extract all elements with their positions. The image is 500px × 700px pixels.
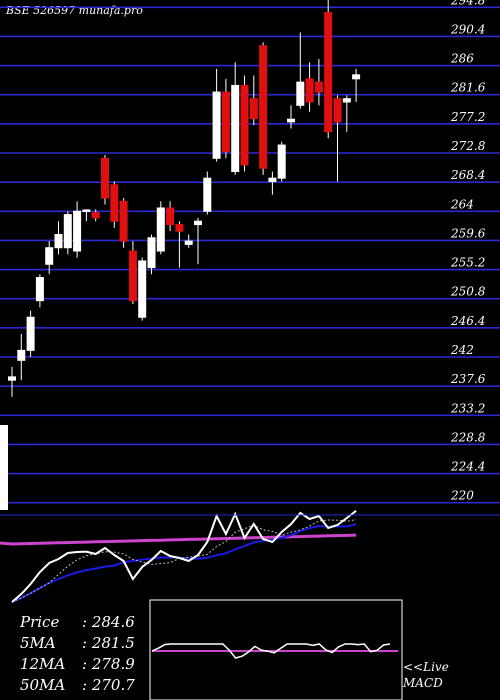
legend-ma50-label: 50MA: [20, 676, 66, 694]
candle-body: [73, 210, 82, 252]
y-tick-label: 242: [450, 343, 474, 357]
candle-body: [221, 91, 230, 153]
candle-body: [101, 157, 109, 199]
macd-live-label[interactable]: <<Live MACD: [403, 659, 449, 691]
legend-price-value: : 284.6: [82, 613, 135, 631]
candle-body: [203, 177, 212, 212]
candle-body: [63, 214, 72, 249]
y-tick-label: 286: [450, 52, 474, 66]
close-line: [11, 510, 357, 603]
macd-panel: [149, 599, 403, 700]
ma-long-line: [0, 533, 357, 546]
y-tick-label: 228.8: [450, 430, 486, 444]
legend-ma5-label: 5MA: [20, 634, 56, 652]
y-tick-label: 246.4: [450, 314, 485, 328]
y-tick-label: 237.6: [450, 372, 486, 386]
candlesticks: [8, 0, 361, 397]
macd-title: MACD: [403, 676, 443, 690]
candle-body: [305, 78, 314, 103]
y-tick-label: 233.2: [450, 401, 485, 415]
candle-body: [45, 247, 54, 265]
y-tick-label: 272.8: [450, 139, 486, 153]
candle-body: [212, 91, 221, 159]
candle-body: [128, 250, 137, 302]
y-tick-label: 224.4: [450, 460, 485, 474]
candle-body: [110, 184, 119, 222]
legend-ma12: 12MA : 278.9: [20, 654, 135, 675]
candle-body: [268, 177, 277, 182]
candle-body: [240, 84, 249, 166]
candle-body: [184, 240, 193, 245]
y-tick-label: 255.2: [450, 256, 485, 270]
price-axis-labels: 294.8 290.4 286 281.6 277.2 272.8 268.4 264 259.…: [450, 0, 486, 503]
candle-body: [26, 316, 35, 351]
candle-body: [342, 98, 351, 103]
candle-body: [277, 144, 286, 179]
candle-body: [82, 209, 91, 212]
price-gridlines: [0, 6, 500, 504]
legend-ma12-label: 12MA: [20, 655, 66, 673]
candle-body: [194, 220, 202, 226]
candle-body: [166, 207, 175, 226]
macd-live-text: <<Live: [403, 660, 449, 674]
legend-ma5: 5MA : 281.5: [20, 633, 135, 654]
y-tick-label: 290.4: [450, 22, 485, 36]
legend-price: Price : 284.6: [20, 612, 135, 633]
candle-body: [91, 212, 100, 219]
candle-body: [156, 207, 165, 252]
y-tick-label: 250.8: [450, 285, 486, 299]
candle-body: [314, 81, 323, 93]
candle-body: [333, 98, 342, 123]
candle-body: [175, 224, 184, 232]
y-tick-label: 220: [450, 489, 474, 503]
legend-ma12-value: : 278.9: [82, 655, 135, 673]
ma-short-line: [11, 519, 357, 603]
candle-body: [138, 260, 147, 318]
y-tick-label: 294.8: [450, 0, 486, 7]
legend-ma50: 50MA : 270.7: [20, 675, 135, 696]
moving-average-panel: [0, 510, 500, 603]
y-tick-label: 268.4: [450, 168, 485, 182]
legend-ma50-value: : 270.7: [82, 676, 135, 694]
indicator-legend: Price : 284.6 5MA : 281.5 12MA : 278.9 50MA…: [20, 612, 135, 696]
y-tick-label: 281.6: [450, 81, 486, 95]
volume-bars: [0, 425, 8, 510]
candle-body: [352, 74, 361, 80]
candle-body: [119, 200, 128, 242]
candle-body: [249, 98, 258, 120]
legend-ma5-value: : 281.5: [82, 634, 135, 652]
candle-body: [231, 84, 240, 173]
candle-body: [287, 118, 295, 123]
y-tick-label: 264: [450, 197, 474, 211]
candle-body: [259, 45, 268, 169]
y-tick-label: 277.2: [450, 110, 485, 124]
candle-body: [324, 12, 333, 133]
candle-body: [17, 349, 26, 361]
volume-bar: [0, 425, 8, 510]
legend-price-label: Price: [20, 613, 60, 631]
candle-body: [147, 237, 156, 269]
candle-body: [296, 81, 305, 106]
candle-body: [54, 233, 63, 249]
macd-line: [151, 643, 391, 659]
candle-body: [35, 277, 44, 302]
candle-body: [8, 376, 16, 381]
y-tick-label: 259.6: [450, 226, 486, 240]
